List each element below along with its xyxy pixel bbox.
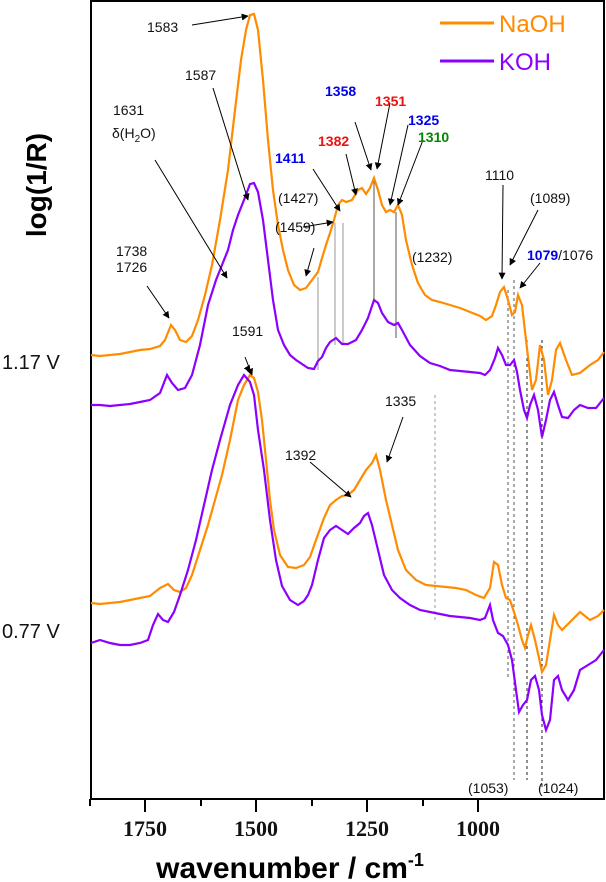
reference-lines [317, 180, 543, 790]
x-tick-1500: 1500 [234, 816, 278, 841]
annotation-1738: 1738 [116, 243, 147, 259]
annotation-delta-h2o: δ(H2O) [112, 125, 156, 145]
x-tick-1000: 1000 [456, 816, 500, 841]
x-axis-ticks [89, 799, 479, 812]
series-naoh-0-77v [90, 373, 605, 676]
annotation-1053: (1053) [468, 780, 508, 796]
x-tick-1250: 1250 [345, 816, 389, 841]
series-koh-0-77v [90, 373, 605, 734]
annotation-arrows [146, 13, 541, 498]
legend-label-koh: KOH [499, 49, 551, 76]
annotation-1310: 1310 [418, 129, 449, 145]
plot-frame [90, 0, 605, 800]
annotation-1089: (1089) [530, 190, 570, 206]
series-koh-1-17v [91, 181, 605, 438]
annotation-1427: (1427) [278, 190, 318, 206]
annotation-1587: 1587 [185, 67, 216, 83]
annotation-1325: 1325 [408, 112, 439, 128]
x-axis-label: wavenumber / cm-1 [155, 850, 424, 882]
annotation-1583: 1583 [147, 19, 178, 35]
annotation-1591: 1591 [232, 323, 263, 339]
annotation-1726: 1726 [116, 259, 147, 275]
annotation-1411: 1411 [275, 150, 306, 166]
annotation-1392: 1392 [285, 447, 316, 463]
x-tick-1750: 1750 [123, 816, 167, 841]
annotation-1110: 1110 [485, 167, 514, 183]
annotation-1024: (1024) [538, 780, 578, 796]
y-axis-label: log(1/R) [21, 133, 52, 237]
potential-label-0-77v: 0.77 V [2, 621, 60, 643]
annotation-1358: 1358 [325, 83, 356, 99]
annotation-1382: 1382 [318, 133, 349, 149]
annotation-1079-1076: 1079/1076 [527, 247, 593, 263]
legend: NaOH KOH [440, 11, 566, 76]
annotation-1459: (1459) [275, 219, 315, 235]
annotation-1232: (1232) [412, 249, 452, 265]
annotation-1335: 1335 [385, 393, 416, 409]
annotation-1351: 1351 [375, 93, 406, 109]
series-naoh-1-17v [90, 12, 605, 396]
legend-label-naoh: NaOH [499, 11, 566, 38]
annotation-1631: 1631 [113, 102, 144, 118]
potential-label-1-17v: 1.17 V [2, 352, 60, 374]
